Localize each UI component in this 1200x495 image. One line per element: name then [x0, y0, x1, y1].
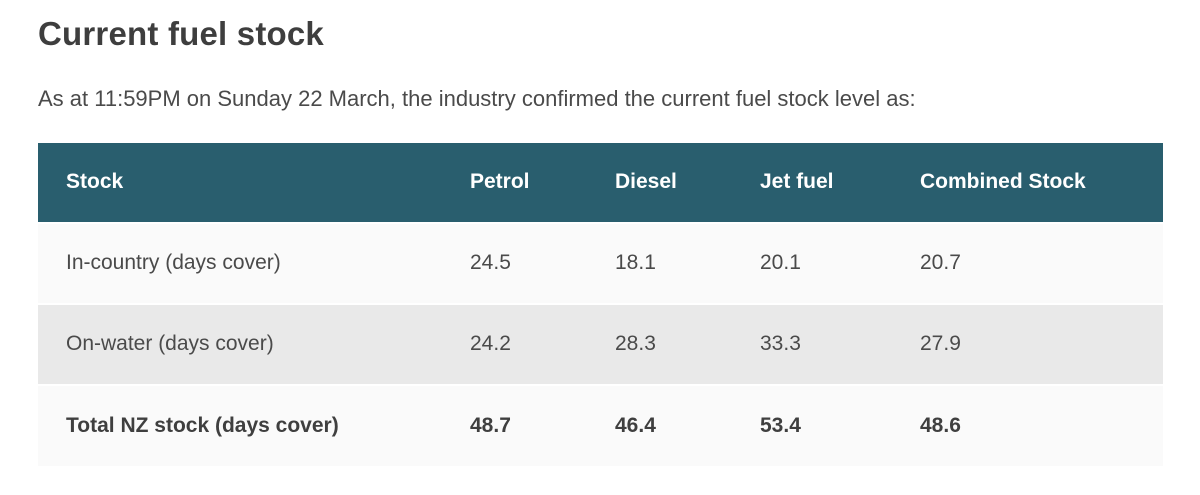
row-label-in-country: In-country (days cover): [66, 251, 281, 275]
column-header-stock: Stock: [66, 170, 124, 194]
cell-total-petrol: 48.7: [470, 413, 511, 437]
column-header-jet-fuel: Jet fuel: [760, 170, 834, 194]
cell-total-jet-fuel: 53.4: [760, 413, 801, 437]
column-header-combined-stock: Combined Stock: [920, 170, 1086, 194]
cell-in-country-jet-fuel: 20.1: [760, 251, 801, 275]
page-title: Current fuel stock: [38, 15, 324, 52]
cell-total-diesel: 46.4: [615, 413, 656, 437]
column-header-petrol: Petrol: [470, 170, 530, 194]
cell-total-combined: 48.6: [920, 413, 961, 437]
column-header-diesel: Diesel: [615, 170, 677, 194]
intro-text: As at 11:59PM on Sunday 22 March, the in…: [38, 85, 916, 111]
cell-on-water-jet-fuel: 33.3: [760, 332, 801, 356]
fuel-stock-table: Stock Petrol Diesel Jet fuel Combined St…: [38, 142, 1163, 466]
table-row-in-country: In-country (days cover) 24.5 18.1 20.1 2…: [38, 222, 1163, 304]
cell-on-water-diesel: 28.3: [615, 332, 656, 356]
table-header-row: Stock Petrol Diesel Jet fuel Combined St…: [38, 142, 1163, 223]
row-label-on-water: On-water (days cover): [66, 332, 274, 356]
cell-in-country-petrol: 24.5: [470, 251, 511, 275]
row-label-total-nz-stock: Total NZ stock (days cover): [66, 413, 339, 437]
cell-in-country-diesel: 18.1: [615, 251, 656, 275]
cell-on-water-petrol: 24.2: [470, 332, 511, 356]
content-area: Current fuel stock As at 11:59PM on Sund…: [38, 15, 1163, 466]
cell-in-country-combined: 20.7: [920, 251, 961, 275]
table-row-on-water: On-water (days cover) 24.2 28.3 33.3 27.…: [38, 303, 1163, 385]
table-row-total-nz-stock: Total NZ stock (days cover) 48.7 46.4 53…: [38, 384, 1163, 466]
cell-on-water-combined: 27.9: [920, 332, 961, 356]
